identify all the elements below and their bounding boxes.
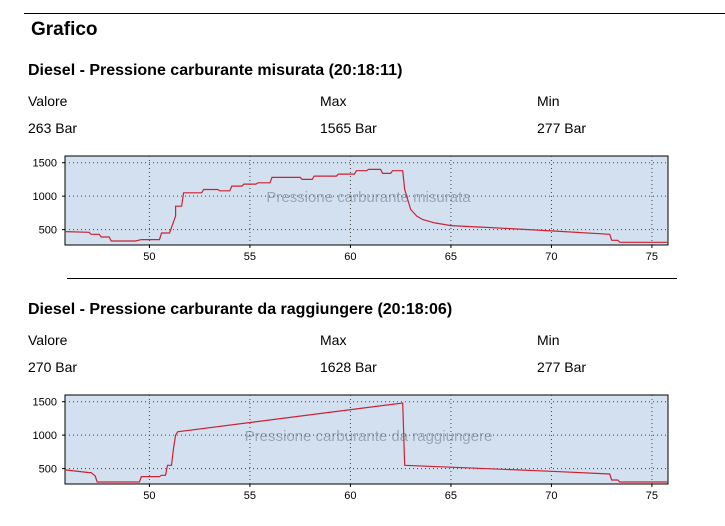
- plot-area: [64, 394, 669, 485]
- y-tick-label: 1500: [33, 397, 57, 409]
- x-tick-label: 65: [445, 251, 457, 263]
- min-reading: 277 Bar: [537, 359, 587, 375]
- x-tick-label: 60: [344, 251, 356, 263]
- chart-watermark-title: Pressione carburante da raggiungere: [245, 428, 493, 445]
- chart-measured: Pressione carburante misurata 50 55 60 65 70 7…: [0, 150, 725, 268]
- x-tick-label: 55: [244, 490, 256, 502]
- y-tick-label: 1000: [33, 191, 57, 203]
- section-title: Diesel - Pressione carburante misurata (…: [28, 62, 403, 79]
- x-tick-label: 65: [445, 490, 457, 502]
- value-label: Valore: [28, 93, 68, 109]
- y-tick-label: 1000: [33, 430, 57, 442]
- x-tick-label: 75: [646, 251, 658, 263]
- min-reading: 277 Bar: [537, 120, 587, 136]
- page-title: Grafico: [31, 19, 98, 40]
- max-reading: 1565 Bar: [320, 120, 377, 136]
- x-tick-label: 50: [143, 251, 155, 263]
- section-title: Diesel - Pressione carburante da raggiun…: [28, 301, 453, 318]
- y-tick-label: 1500: [33, 158, 57, 170]
- value-label: Valore: [28, 332, 68, 348]
- chart-target-svg: Pressione carburante da raggiungere 50 55 6…: [33, 394, 669, 502]
- min-label: Min: [537, 93, 560, 109]
- x-tick-label: 60: [344, 490, 356, 502]
- y-tick-label: 500: [39, 225, 57, 237]
- value-reading: 263 Bar: [28, 120, 78, 136]
- series-line: [64, 402, 668, 483]
- y-tick-label: 500: [39, 464, 57, 476]
- x-tick-label: 70: [545, 251, 557, 263]
- chart-watermark-title: Pressione carburante misurata: [266, 189, 471, 206]
- value-reading: 270 Bar: [28, 359, 78, 375]
- x-tick-label: 50: [143, 490, 155, 502]
- series-line: [64, 168, 668, 243]
- x-tick-label: 70: [545, 490, 557, 502]
- x-tick-label: 55: [244, 251, 256, 263]
- section-separator: [67, 278, 677, 279]
- top-rule: [24, 13, 725, 14]
- max-label: Max: [320, 93, 347, 109]
- chart-target: Pressione carburante da raggiungere 50 55 6…: [0, 389, 725, 507]
- max-reading: 1628 Bar: [320, 359, 377, 375]
- max-label: Max: [320, 332, 347, 348]
- min-label: Min: [537, 332, 560, 348]
- chart-measured-svg: Pressione carburante misurata 50 55 60 65 70 7…: [33, 155, 669, 263]
- x-tick-label: 75: [646, 490, 658, 502]
